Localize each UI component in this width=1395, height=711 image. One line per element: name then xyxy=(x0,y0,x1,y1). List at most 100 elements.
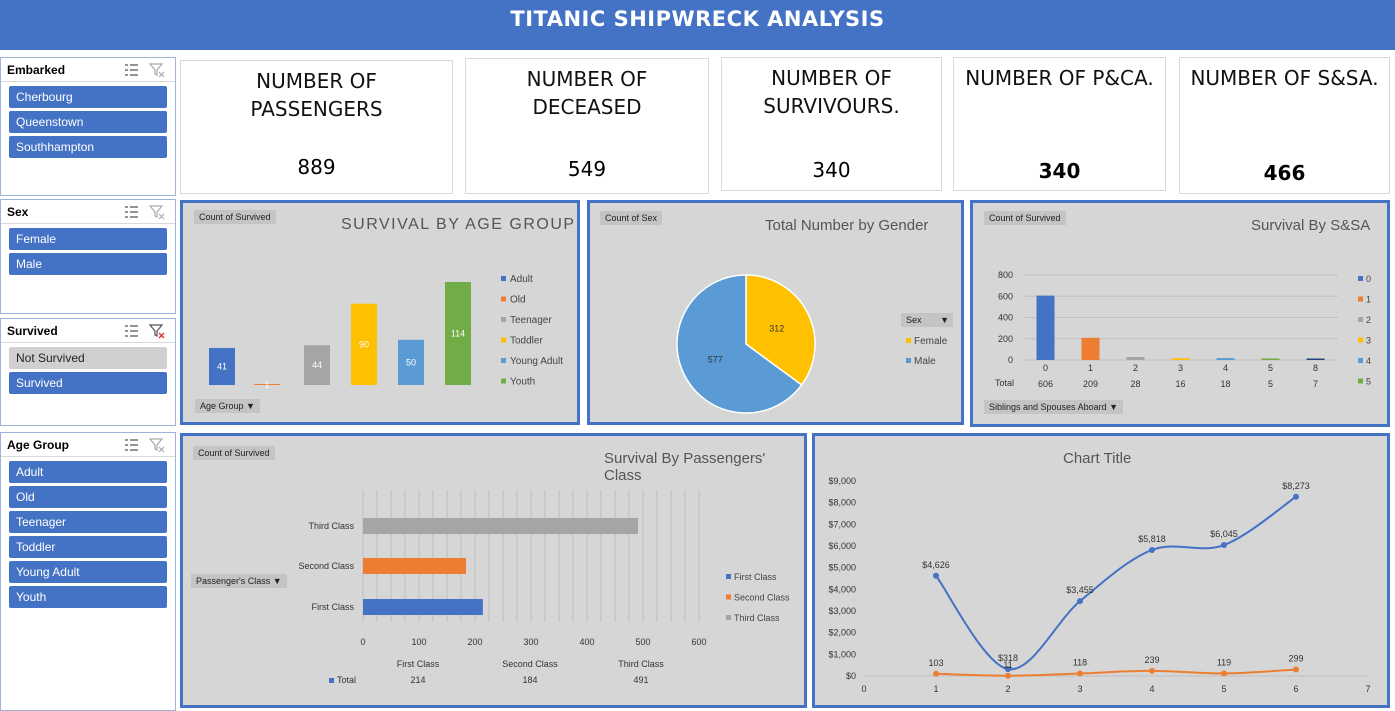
y-tick-label: 600 xyxy=(998,291,1013,301)
kpi-label: DECEASED xyxy=(532,95,642,119)
x-category-label: 8 xyxy=(1313,363,1318,373)
multi-select-icon[interactable] xyxy=(123,62,139,78)
slicer-item[interactable]: Youth xyxy=(9,586,167,608)
slicer-sex: Sex Female Male xyxy=(0,199,176,314)
ssa-bar xyxy=(1306,358,1325,360)
slicer-item[interactable]: Male xyxy=(9,253,167,275)
x-category-label: 4 xyxy=(1223,363,1228,373)
legend-swatch xyxy=(1358,358,1363,363)
slicer-item[interactable]: Southhampton xyxy=(9,136,167,158)
series-line xyxy=(935,668,1297,677)
age-bar-label: 44 xyxy=(312,360,322,370)
legend-swatch xyxy=(726,594,731,600)
total-value: 5 xyxy=(1268,379,1273,389)
x-tick-label: 3 xyxy=(1077,684,1082,694)
age-bar xyxy=(304,345,330,385)
data-label: $5,818 xyxy=(1138,534,1166,544)
ssa-bar xyxy=(1126,357,1145,360)
slicer-item[interactable]: Teenager xyxy=(9,511,167,533)
class-filter[interactable]: Passenger's Class ▼ xyxy=(191,574,287,588)
kpi-label: NUMBER OF xyxy=(771,66,892,90)
data-label: 299 xyxy=(1288,654,1303,664)
clear-filter-icon[interactable] xyxy=(149,323,165,339)
field-tag: Count of Survived xyxy=(194,210,276,224)
slicer-title: Age Group xyxy=(7,438,69,452)
legend-label: Young Adult xyxy=(510,356,563,367)
clear-filter-icon[interactable] xyxy=(149,437,165,453)
slicer-item[interactable]: Queenstown xyxy=(9,111,167,133)
slicer-item[interactable]: Cherbourg xyxy=(9,86,167,108)
kpi-value: 340 xyxy=(1038,159,1081,183)
pclass-chart-svg: 0 100 200 300 400 500 600 First Class Second Cla… xyxy=(298,490,790,685)
y-tick-label: $1,000 xyxy=(828,649,856,659)
data-label: 118 xyxy=(1073,657,1087,667)
data-label: 103 xyxy=(928,658,943,668)
data-point xyxy=(1005,666,1011,673)
pie-label: 312 xyxy=(769,323,784,333)
table-header: Second Class xyxy=(502,659,558,669)
legend-swatch xyxy=(1358,317,1363,322)
chart-gender: Count of Sex Total Number by Gender Sex … xyxy=(587,200,964,425)
multi-select-icon[interactable] xyxy=(123,437,139,453)
table-value: 491 xyxy=(633,675,648,685)
filter-label: Passenger's Class xyxy=(196,576,271,586)
slicer-embarked: Embarked Cherbourg Queenstown Southhampton xyxy=(0,57,176,196)
x-category-label: 3 xyxy=(1178,363,1183,373)
x-tick-label: 6 xyxy=(1293,684,1298,694)
legend-swatch xyxy=(501,276,506,281)
data-point xyxy=(1005,672,1011,679)
kpi-passengers: NUMBER OF PASSENGERS 889 xyxy=(180,60,453,194)
slicer-title: Sex xyxy=(7,205,29,219)
total-label: Total xyxy=(337,675,356,685)
kpi-label: PASSENGERS xyxy=(250,97,383,121)
chart-title: Survival By Passengers' Class xyxy=(604,450,766,484)
legend-label: First Class xyxy=(734,572,777,582)
legend-swatch xyxy=(501,317,506,322)
slicer-item[interactable]: Adult xyxy=(9,461,167,483)
multi-select-icon[interactable] xyxy=(123,323,139,339)
slicer-item[interactable]: Toddler xyxy=(9,536,167,558)
slicer-item[interactable]: Female xyxy=(9,228,167,250)
y-category-label: First Class xyxy=(312,602,355,612)
slicer-age-group: Age Group Adult Old Teenager Toddler Young A… xyxy=(0,432,176,711)
data-point xyxy=(1077,598,1083,605)
slicer-item[interactable]: Young Adult xyxy=(9,561,167,583)
ssa-filter[interactable]: Siblings and Spouses Aboard ▼ xyxy=(984,400,1124,414)
legend-label: 1 xyxy=(1366,295,1371,305)
clear-filter-icon[interactable] xyxy=(149,62,165,78)
x-category-label: 0 xyxy=(1043,363,1048,373)
x-tick-label: 600 xyxy=(691,637,706,647)
data-point xyxy=(933,572,939,579)
total-value: 606 xyxy=(1038,379,1053,389)
data-point xyxy=(1149,667,1155,674)
class-bar xyxy=(363,599,483,615)
clear-filter-icon[interactable] xyxy=(149,204,165,220)
sex-filter[interactable]: Sex ▼ xyxy=(901,313,953,327)
multi-select-icon[interactable] xyxy=(123,204,139,220)
total-value: 18 xyxy=(1220,379,1230,389)
age-group-filter[interactable]: Age Group ▼ xyxy=(195,399,260,413)
slicer-item[interactable]: Survived xyxy=(9,372,167,394)
ssa-bar xyxy=(1081,337,1100,360)
ssa-chart-svg: 0 200 400 600 800 0 606 1 209 2 28 3 16 4 18 5 5 8 7 Total 0… xyxy=(995,270,1371,389)
filter-label: Siblings and Spouses Aboard xyxy=(989,402,1107,412)
x-tick-label: 0 xyxy=(360,637,365,647)
x-tick-label: 1 xyxy=(933,684,938,694)
chart-line: Chart Title $0 $1,000 $2,000 $3,000 $4,000 $5… xyxy=(812,433,1390,708)
y-tick-label: $9,000 xyxy=(828,476,856,486)
legend-swatch xyxy=(501,337,506,343)
data-label: $4,626 xyxy=(922,560,950,570)
slicer-title: Embarked xyxy=(7,63,66,77)
slicer-survived: Survived Not Survived Survived xyxy=(0,318,176,426)
slicer-item[interactable]: Old xyxy=(9,486,167,508)
legend-label: Youth xyxy=(510,377,535,388)
y-tick-label: 400 xyxy=(998,313,1013,323)
class-bar xyxy=(363,518,638,534)
chart-ssa: Count of Survived Survival By S&SA Sibli… xyxy=(970,200,1390,427)
kpi-pca: NUMBER OF P&CA. 340 xyxy=(953,57,1166,191)
legend-swatch xyxy=(906,358,911,363)
x-category-label: 1 xyxy=(1088,363,1093,373)
slicer-item[interactable]: Not Survived xyxy=(9,347,167,369)
legend-swatch xyxy=(501,378,506,384)
table-header: Third Class xyxy=(618,659,664,669)
